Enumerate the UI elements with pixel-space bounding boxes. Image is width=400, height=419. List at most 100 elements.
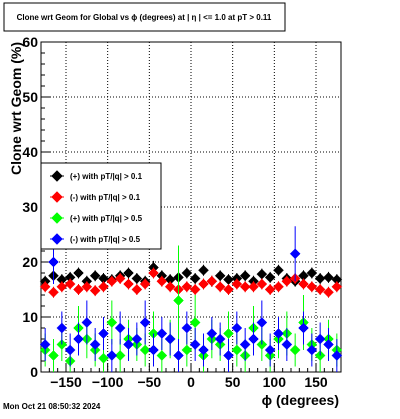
x-axis-title: ϕ (degrees) [262,392,339,408]
data-point [289,344,301,356]
data-point [39,339,51,350]
data-point [231,344,243,356]
data-point [248,333,259,345]
data-point [323,339,334,350]
data-point [231,322,243,334]
data-point [273,264,284,276]
data-point [98,328,109,339]
data-point [164,281,176,293]
data-point [156,275,168,287]
data-point [323,286,334,298]
data-point [114,273,126,284]
data-point [264,272,276,283]
data-point [189,284,201,295]
data-point [156,350,168,361]
data-point [189,339,201,350]
data-point [48,256,59,268]
data-point [181,281,193,293]
data-points [39,226,343,372]
data-point [123,267,134,279]
data-point [281,275,293,287]
x-tick-label: 50 [225,374,241,390]
data-point [223,328,234,339]
data-point [106,350,118,361]
data-point [239,281,251,293]
data-point [298,322,309,334]
y-tick-label: 60 [22,34,38,50]
data-point [123,278,134,290]
data-point [56,281,68,293]
data-point [298,278,309,290]
data-point [139,317,151,328]
x-tick-label: −150 [50,374,82,390]
legend-label: (-) with pT/|q| > 0.5 [70,235,141,244]
data-point [156,328,168,339]
data-point [64,344,76,356]
data-point [148,344,159,356]
data-point [206,328,218,339]
legend-entry: (-) with pT/|q| > 0.1 [50,191,141,203]
footer-timestamp: Mon Oct 21 08:50:32 2024 [3,402,101,411]
data-point [73,284,84,295]
data-point [281,339,293,350]
legend: (+) with pT/|q| > 0.1 (-) with pT/|q| > 0… [40,162,162,250]
data-point [206,275,218,287]
data-point [164,333,176,345]
data-point [48,350,59,361]
y-tick-label: 50 [22,89,38,105]
legend-label: (+) with pT/|q| > 0.5 [70,214,143,223]
data-point [106,275,118,287]
data-point [139,344,151,356]
data-point [256,278,268,290]
data-point [114,350,126,361]
data-point [198,344,209,356]
data-point [81,317,93,328]
data-point [214,270,226,282]
data-point [39,281,51,293]
data-point [64,278,76,290]
data-point [48,286,59,298]
data-point [89,285,101,296]
title-box: Clone wrt Geom for Global vs ϕ (degrees)… [3,2,286,32]
legend-marker [51,212,63,224]
x-tick-label: 150 [304,374,328,390]
legend-entry: (+) with pT/|q| > 0.5 [50,212,143,224]
data-point [139,278,151,290]
data-point [181,344,193,356]
data-point [314,273,326,284]
data-point [189,273,201,284]
data-point [239,339,251,350]
legend-entry: (-) with pT/|q| > 0.5 [50,233,141,245]
data-point [98,352,109,364]
data-point [331,281,343,293]
y-tick-label: 10 [22,309,38,325]
data-point [89,270,101,282]
y-tick-label: 30 [22,199,38,215]
data-point [98,281,109,293]
legend-marker [51,170,63,182]
y-tick-label: 0 [30,364,38,380]
data-point [89,339,101,350]
data-point [323,272,334,283]
data-point [289,248,301,260]
data-point [264,344,276,356]
data-point [231,278,243,290]
data-point [273,281,284,293]
data-point [214,333,226,345]
data-point [198,278,209,290]
data-point [306,281,318,293]
data-point [123,339,134,350]
data-point [148,267,159,279]
data-point [223,284,234,295]
y-tick-label: 20 [22,254,38,270]
chart-title: Clone wrt Geom for Global vs ϕ (degrees)… [17,13,272,22]
data-point [173,350,184,361]
data-point [181,322,193,334]
y-axis-tick-labels: 0 10 20 30 40 50 60 [22,34,38,380]
x-tick-label: −50 [137,374,161,390]
legend-marker [51,233,63,245]
data-point [306,344,318,356]
data-point [189,317,201,328]
